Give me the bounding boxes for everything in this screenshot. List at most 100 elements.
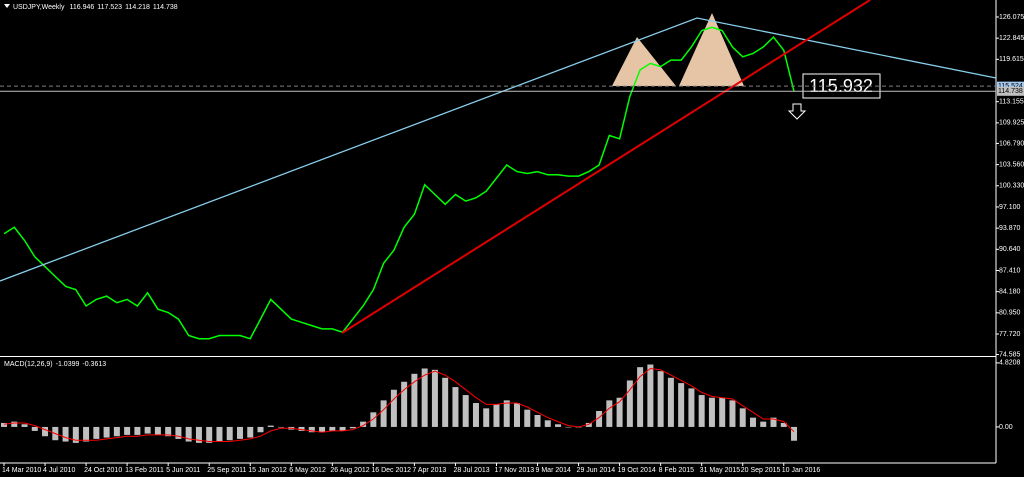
macd-bar [688,388,695,427]
macd-bar [596,410,603,427]
macd-bar [616,397,623,427]
x-tick-label: 19 Oct 2014 [618,467,656,474]
y-tick-label: 126.075 [999,14,1024,21]
macd-bar [21,424,28,427]
x-tick-label: 9 Mar 2014 [536,467,572,474]
macd-bar [708,397,715,427]
macd-bar [175,426,182,439]
bid-label: 114.738 [998,88,1023,95]
macd-signal-readout: -0.3613 [82,361,106,368]
macd-bar [401,381,408,427]
x-tick-label: 7 Apr 2013 [412,467,446,474]
y-tick-label: 122.845 [999,35,1024,42]
y-tick-label: 119.615 [999,56,1024,63]
head [679,13,744,86]
x-tick-label: 6 May 2012 [289,467,326,474]
price-label-box [997,81,1024,91]
symbol-icon [4,4,10,8]
macd-bar [329,426,336,431]
macd-bar [31,426,38,431]
macd-bar [124,426,131,435]
macd-bar [206,426,213,443]
macd-header: MACD(12,26,9) -1.0399 -0.3613 [4,361,106,368]
macd-main-readout: -1.0399 [56,361,80,368]
macd-bar [370,412,377,427]
y-tick-label: 109.925 [999,120,1024,127]
macd-bar [267,425,274,427]
macd-bar [493,404,500,427]
macd-bar [698,395,705,427]
symbol: USDJPY,Weekly [13,4,65,11]
macd-bar [185,426,192,442]
series-layer [1,26,798,443]
macd-bar [380,400,387,427]
macd-bar [278,426,285,428]
down-arrow [787,103,807,120]
x-tick-label: 28 Jul 2013 [453,467,489,474]
macd-bar [72,426,79,443]
macd-bar [431,369,438,427]
x-tick-label: 17 Nov 2013 [494,467,534,474]
macd-bar [236,426,243,439]
macd-bar [349,426,356,429]
macd-bar [606,400,613,427]
macd-bar [421,368,428,427]
macd-title: MACD(12,26,9) [4,361,53,368]
macd-bar [483,408,490,427]
bid-label-box [997,86,1024,96]
symbol-header: USDJPY,Weekly 116.946 117.523 114.218 114.73… [13,4,178,11]
macd-bar [503,400,510,427]
macd-bar [1,422,7,427]
x-tick-label: 16 Dec 2012 [371,467,411,474]
macd-bar [544,420,551,427]
macd-bar [534,414,541,427]
macd-bar [678,383,685,427]
macd-bar [657,371,664,427]
x-tick-label: 26 Aug 2012 [330,467,369,474]
macd-bar [93,426,100,439]
resistance-trendline [0,17,997,282]
y-tick-label: 0.00 [999,424,1013,431]
x-tick-label: 8 Feb 2015 [659,467,695,474]
macd-bar [216,426,223,442]
y-tick-label: 74.585 [999,351,1021,358]
macd-bar [472,403,479,427]
macd-bar [226,426,233,441]
y-tick-label: 97.100 [999,204,1021,211]
macd-bar [626,380,633,427]
macd-bar [103,426,110,438]
macd-bar [360,421,367,427]
x-tick-label: 24 Oct 2010 [84,467,122,474]
y-tick-label: 100.330 [999,183,1024,190]
macd-bar [154,426,161,435]
support-trendline [341,0,871,334]
macd-bar [298,426,305,431]
macd-bar [42,426,49,437]
price-label: 115.524 [998,83,1023,90]
macd-bar [195,426,202,443]
macd-bar [62,426,69,442]
macd-bar [555,424,562,427]
macd-bar [165,426,172,437]
y-tick-label: 84.180 [999,289,1021,296]
macd-bar [565,426,572,428]
macd-bar [647,364,654,427]
macd-bar [667,377,674,427]
open: 116.946 [69,4,94,11]
macd-bar [452,387,459,427]
macd-bar [319,426,326,433]
macd-bar [514,403,520,427]
macd-bar [791,426,798,441]
macd-bar [442,377,449,427]
low: 114.218 [125,4,150,11]
macd-bar [780,422,787,427]
y-tick-label: 90.640 [999,246,1021,253]
y-tick-label: 106.790 [999,140,1024,147]
y-tick-label: 113.155 [999,99,1024,106]
macd-bar [339,426,346,431]
x-tick-label: 14 Mar 2010 [2,467,41,474]
macd-bar [83,426,90,442]
macd-bar [462,395,469,427]
signal-line [3,367,795,442]
